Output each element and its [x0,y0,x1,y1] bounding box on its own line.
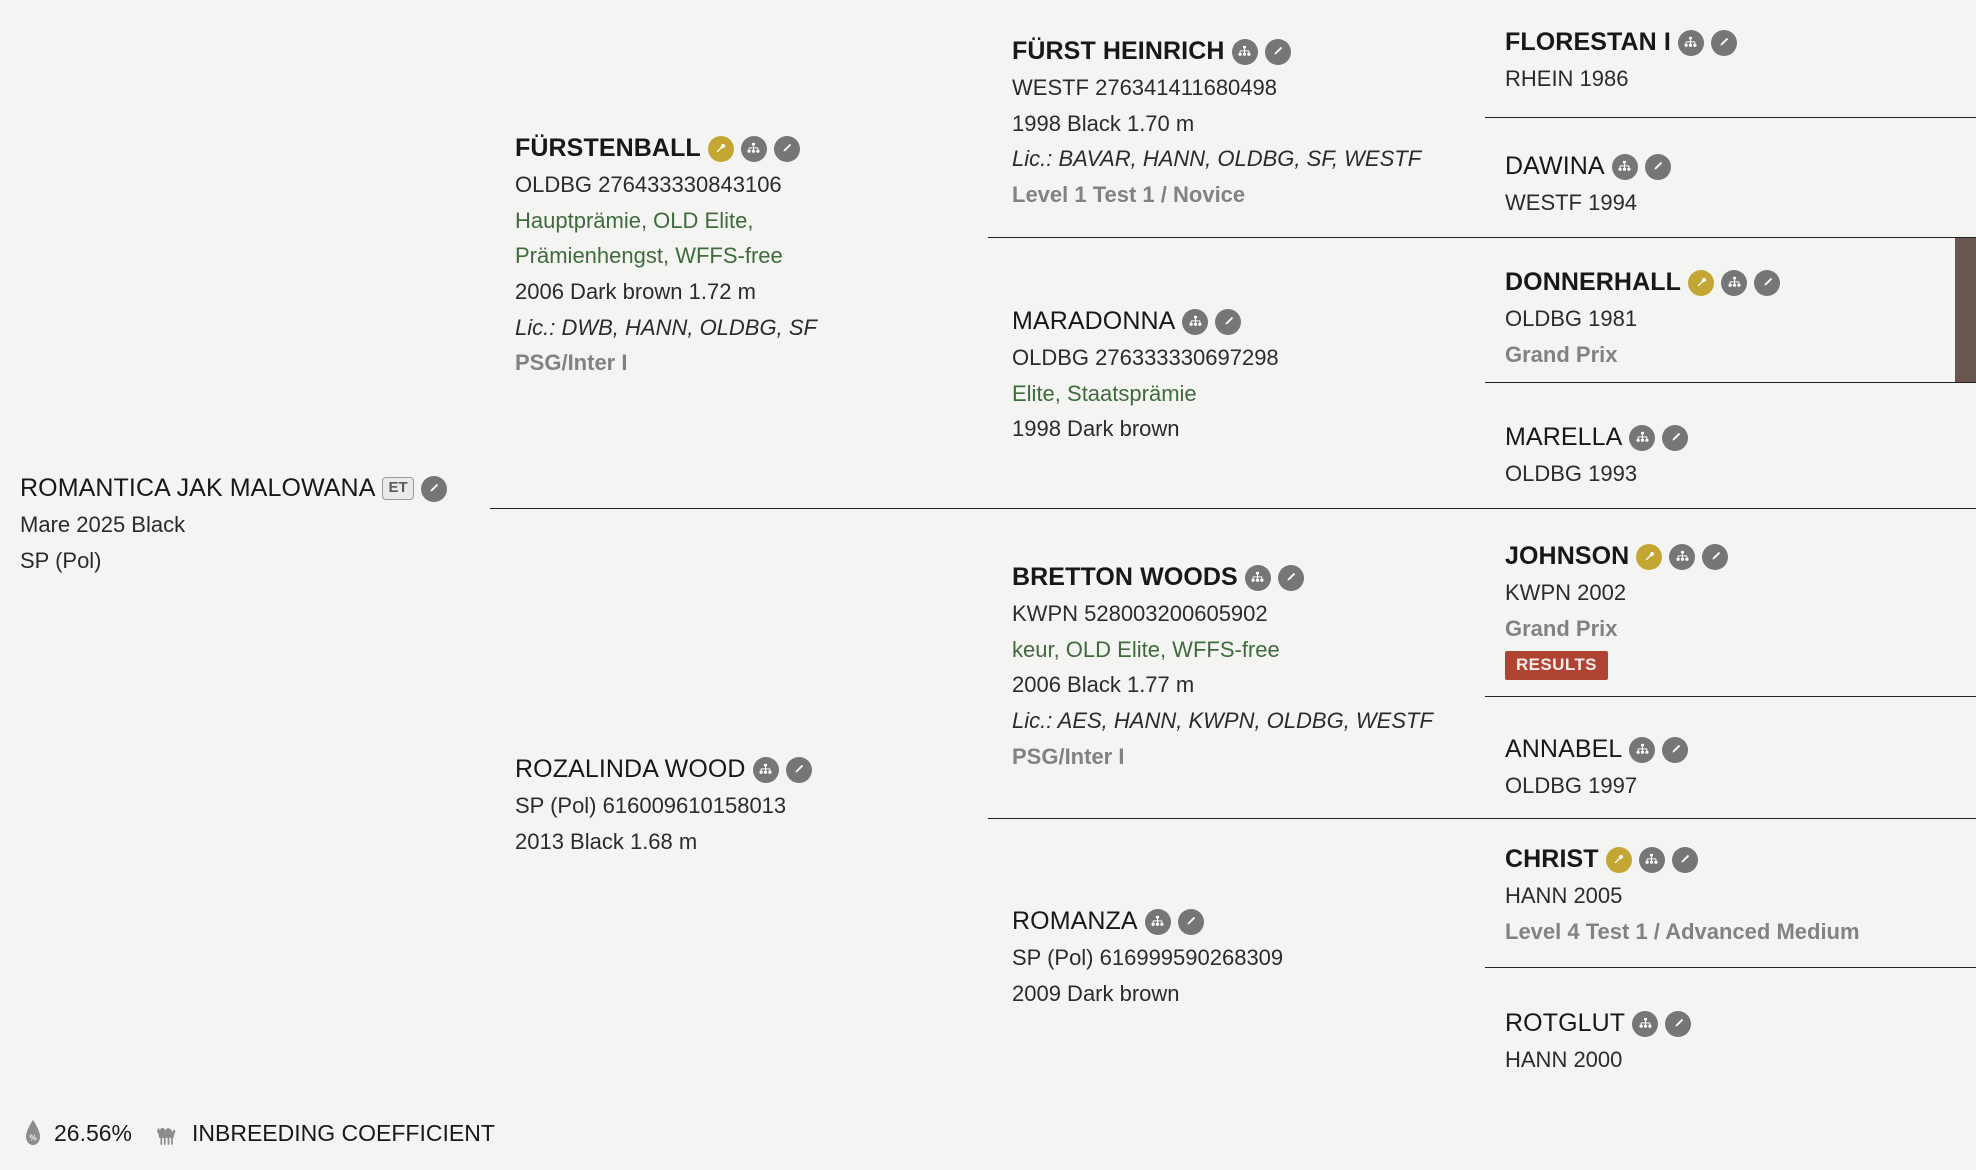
svg-text:%: % [29,1134,36,1143]
